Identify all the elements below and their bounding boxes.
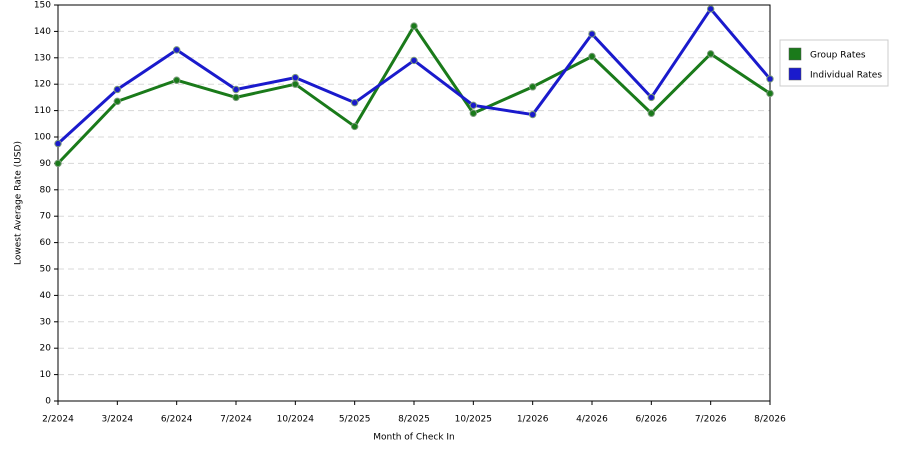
x-tick-label: 6/2024 bbox=[161, 415, 193, 425]
y-tick-label: 100 bbox=[34, 133, 51, 143]
y-tick-label: 40 bbox=[40, 291, 52, 301]
point bbox=[706, 50, 715, 58]
point bbox=[113, 97, 122, 106]
point bbox=[469, 101, 478, 110]
point bbox=[291, 73, 300, 82]
x-tick-label: 10/2024 bbox=[277, 415, 315, 425]
point bbox=[469, 109, 478, 117]
y-tick-label: 10 bbox=[40, 370, 52, 380]
y-tick-label: 60 bbox=[40, 238, 52, 248]
point bbox=[588, 30, 596, 38]
plot-frame bbox=[57, 4, 771, 402]
x-tick-label: 7/2024 bbox=[220, 415, 252, 425]
point bbox=[172, 76, 181, 84]
point bbox=[232, 85, 240, 94]
x-tick-label: 3/2024 bbox=[101, 415, 133, 425]
y-tick-label: 70 bbox=[40, 212, 52, 222]
y-tick-label: 0 bbox=[45, 397, 51, 407]
point bbox=[350, 122, 359, 131]
x-tick-label: 10/2025 bbox=[455, 415, 492, 425]
point bbox=[528, 110, 537, 119]
x-tick-label: 4/2026 bbox=[576, 415, 608, 425]
legend-box bbox=[779, 39, 889, 87]
point bbox=[54, 139, 62, 148]
y-tick-label: 80 bbox=[40, 185, 52, 195]
series-line bbox=[56, 24, 771, 165]
y-tick-label: 50 bbox=[40, 265, 52, 275]
point bbox=[350, 98, 359, 107]
y-tick-label: 90 bbox=[40, 159, 52, 169]
point bbox=[113, 85, 122, 94]
y-axis-label: Lowest Average Rate (USD) bbox=[14, 141, 24, 265]
x-tick-label: 6/2026 bbox=[635, 415, 667, 425]
x-axis-label: Month of Check In bbox=[373, 433, 455, 443]
y-tick-label: 110 bbox=[34, 106, 51, 116]
legend-label: Individual Rates bbox=[810, 71, 882, 81]
x-tick-label: 5/2025 bbox=[339, 415, 371, 425]
x-tick-label: 2/2024 bbox=[42, 415, 74, 425]
y-tick-label: 140 bbox=[34, 27, 51, 37]
y-tick-label: 20 bbox=[40, 344, 52, 354]
point bbox=[528, 83, 537, 91]
x-tick-label: 7/2026 bbox=[695, 415, 727, 425]
point bbox=[54, 159, 62, 168]
point bbox=[291, 80, 300, 88]
y-tick-label: 30 bbox=[40, 317, 52, 327]
x-tick-label: 8/2025 bbox=[398, 415, 430, 425]
point bbox=[232, 93, 240, 102]
y-tick-label: 120 bbox=[34, 80, 51, 90]
point bbox=[410, 22, 418, 30]
x-tick-label: 8/2026 bbox=[754, 415, 786, 425]
point bbox=[766, 89, 774, 98]
point bbox=[588, 52, 596, 61]
y-tick-label: 150 bbox=[34, 1, 51, 11]
legend-label: Group Rates bbox=[810, 51, 866, 61]
point bbox=[647, 109, 656, 117]
legend-swatch bbox=[788, 47, 802, 61]
point bbox=[410, 56, 418, 65]
point bbox=[647, 93, 656, 102]
point bbox=[766, 75, 774, 83]
y-tick-label: 130 bbox=[34, 53, 51, 63]
legend-swatch bbox=[788, 67, 802, 81]
point bbox=[172, 46, 181, 54]
x-tick-label: 1/2026 bbox=[517, 415, 549, 425]
point bbox=[706, 5, 715, 13]
